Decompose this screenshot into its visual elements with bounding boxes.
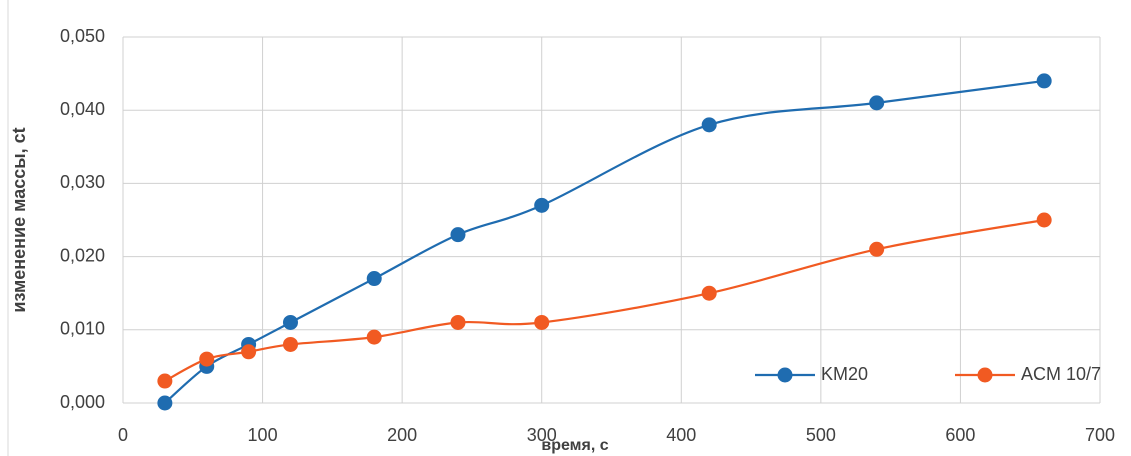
- data-point: [869, 241, 885, 257]
- legend-label: ACM 10/7: [1021, 364, 1101, 384]
- x-tick-label: 400: [666, 425, 696, 445]
- x-tick-label: 0: [118, 425, 128, 445]
- data-point: [869, 95, 885, 111]
- data-point: [241, 344, 257, 360]
- y-tick-label: 0,000: [60, 392, 105, 412]
- data-point: [1036, 73, 1052, 89]
- x-tick-label: 700: [1085, 425, 1115, 445]
- data-point: [450, 314, 466, 330]
- data-point: [157, 395, 173, 411]
- y-axis-label: изменение массы, ct: [9, 127, 29, 312]
- data-point: [450, 227, 466, 243]
- data-point: [1036, 212, 1052, 228]
- data-point: [701, 117, 717, 133]
- y-tick-label: 0,050: [60, 26, 105, 46]
- y-tick-label: 0,040: [60, 99, 105, 119]
- x-tick-label: 100: [248, 425, 278, 445]
- y-tick-label: 0,030: [60, 172, 105, 192]
- data-point: [282, 336, 298, 352]
- x-tick-label: 600: [945, 425, 975, 445]
- data-point: [366, 271, 382, 287]
- data-point: [366, 329, 382, 345]
- x-axis-label: время, с: [541, 437, 608, 454]
- data-point: [282, 314, 298, 330]
- data-point: [701, 285, 717, 301]
- data-point: [534, 314, 550, 330]
- series-line: [164, 218, 1045, 383]
- x-tick-label: 300: [527, 425, 557, 445]
- legend-marker: [777, 367, 793, 383]
- x-tick-label: 200: [387, 425, 417, 445]
- legend-label: KM20: [821, 364, 868, 384]
- data-point: [157, 373, 173, 389]
- data-point: [534, 197, 550, 213]
- y-tick-label: 0,010: [60, 319, 105, 339]
- x-tick-label: 500: [806, 425, 836, 445]
- legend-marker: [977, 367, 993, 383]
- y-tick-label: 0,020: [60, 245, 105, 265]
- data-point: [199, 351, 215, 367]
